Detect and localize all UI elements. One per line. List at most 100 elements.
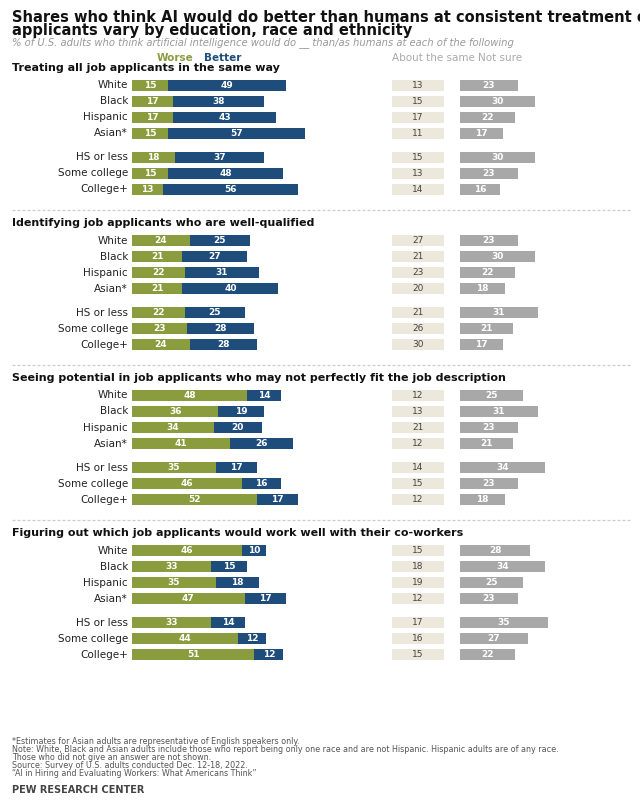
Text: 16: 16	[474, 185, 486, 194]
Text: 23: 23	[483, 236, 495, 245]
Bar	[392, 649, 444, 660]
Bar	[245, 593, 285, 604]
Text: 46: 46	[181, 479, 193, 488]
Bar	[168, 128, 305, 139]
Text: 15: 15	[144, 129, 156, 138]
Text: 23: 23	[483, 169, 495, 178]
Bar	[163, 184, 298, 195]
Bar	[460, 267, 515, 278]
Text: College+: College+	[80, 494, 128, 505]
Text: 14: 14	[412, 463, 424, 472]
Text: 17: 17	[146, 113, 159, 122]
Text: 27: 27	[209, 252, 221, 261]
Bar	[185, 307, 245, 318]
Bar	[254, 649, 283, 660]
Text: 20: 20	[232, 423, 244, 432]
Text: 15: 15	[412, 546, 424, 555]
Bar	[460, 633, 527, 644]
Text: 22: 22	[152, 308, 164, 317]
Text: 19: 19	[235, 407, 248, 416]
Bar	[132, 422, 214, 433]
Text: HS or less: HS or less	[76, 152, 128, 163]
Bar	[392, 235, 444, 246]
Bar	[392, 128, 444, 139]
Text: White: White	[98, 236, 128, 246]
Bar	[460, 283, 505, 294]
Bar	[132, 267, 185, 278]
Text: 12: 12	[412, 594, 424, 603]
Bar	[392, 339, 444, 350]
Text: 16: 16	[412, 634, 424, 643]
Text: 56: 56	[224, 185, 237, 194]
Text: 12: 12	[262, 650, 275, 659]
Bar	[182, 251, 247, 262]
Text: 15: 15	[412, 153, 424, 162]
Text: 21: 21	[480, 324, 493, 333]
Text: Some college: Some college	[58, 324, 128, 333]
Bar	[392, 422, 444, 433]
Bar	[392, 617, 444, 628]
Bar	[173, 96, 264, 107]
Bar	[460, 462, 545, 473]
Text: 30: 30	[492, 97, 504, 106]
Bar	[132, 617, 211, 628]
Bar	[132, 251, 182, 262]
Text: % of U.S. adults who think artificial intelligence would do __ than/as humans at: % of U.S. adults who think artificial in…	[12, 37, 514, 48]
Text: College+: College+	[80, 340, 128, 349]
Bar	[132, 80, 168, 91]
Bar	[132, 96, 173, 107]
Bar	[460, 112, 515, 123]
Bar	[175, 152, 264, 163]
Text: Worse: Worse	[157, 53, 193, 63]
Text: 21: 21	[151, 252, 163, 261]
Text: Identifying job applicants who are well-qualified: Identifying job applicants who are well-…	[12, 218, 314, 228]
Bar	[392, 406, 444, 417]
Bar	[132, 593, 245, 604]
Text: 21: 21	[412, 252, 424, 261]
Text: Source: Survey of U.S. adults conducted Dec. 12-18, 2022.: Source: Survey of U.S. adults conducted …	[12, 761, 248, 770]
Text: 16: 16	[255, 479, 268, 488]
Bar	[132, 168, 168, 179]
Bar	[460, 323, 513, 334]
Text: 13: 13	[141, 185, 154, 194]
Text: 30: 30	[492, 252, 504, 261]
Text: 23: 23	[483, 81, 495, 90]
Text: 47: 47	[182, 594, 195, 603]
Text: 44: 44	[179, 634, 191, 643]
Bar	[132, 561, 211, 572]
Text: 31: 31	[493, 407, 505, 416]
Bar	[211, 617, 244, 628]
Bar	[392, 251, 444, 262]
Text: HS or less: HS or less	[76, 308, 128, 317]
Text: 17: 17	[475, 129, 488, 138]
Bar	[392, 577, 444, 588]
Text: White: White	[98, 80, 128, 90]
Text: 17: 17	[412, 618, 424, 627]
Text: 18: 18	[412, 562, 424, 571]
Text: 28: 28	[217, 340, 230, 349]
Text: 35: 35	[497, 618, 510, 627]
Bar	[218, 406, 264, 417]
Text: 27: 27	[488, 634, 500, 643]
Text: 31: 31	[493, 308, 505, 317]
Bar	[132, 577, 216, 588]
Text: Hispanic: Hispanic	[83, 113, 128, 122]
Bar	[182, 283, 278, 294]
Text: 34: 34	[166, 423, 179, 432]
Bar	[211, 561, 247, 572]
Text: 12: 12	[412, 439, 424, 448]
Text: 12: 12	[412, 391, 424, 400]
Text: 36: 36	[169, 407, 182, 416]
Bar	[460, 577, 522, 588]
Bar	[460, 422, 518, 433]
Text: 25: 25	[213, 236, 226, 245]
Text: applicants vary by education, race and ethnicity: applicants vary by education, race and e…	[12, 23, 412, 38]
Text: 34: 34	[496, 463, 509, 472]
Bar	[230, 438, 292, 449]
Bar	[132, 390, 247, 401]
Bar	[460, 545, 530, 556]
Text: 21: 21	[412, 423, 424, 432]
Text: 22: 22	[481, 113, 493, 122]
Text: Those who did not give an answer are not shown.: Those who did not give an answer are not…	[12, 753, 211, 762]
Bar	[392, 323, 444, 334]
